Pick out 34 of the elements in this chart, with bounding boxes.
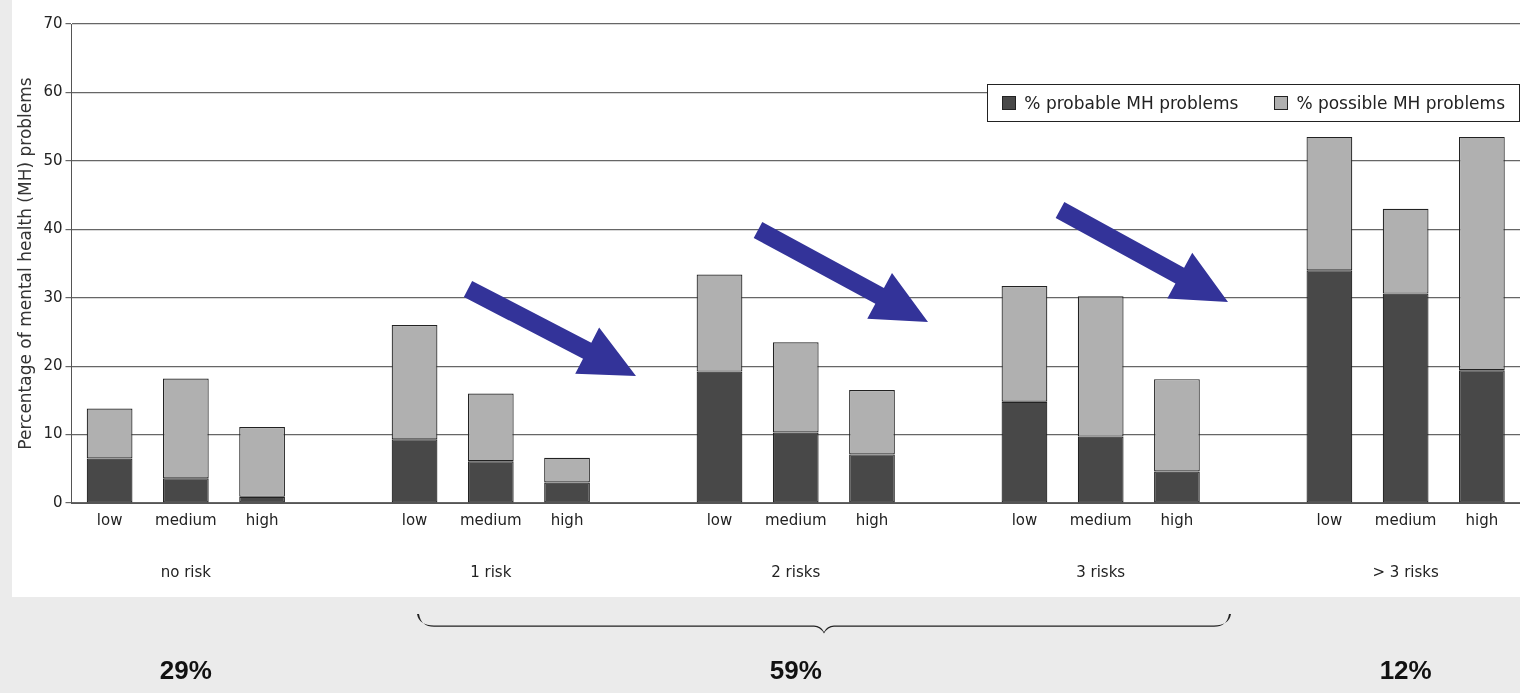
- y-tick-label: 10: [43, 424, 63, 443]
- text: 3 risks: [1076, 562, 1126, 581]
- text: 29%: [159, 655, 212, 686]
- y-tick-label: 30: [43, 287, 63, 306]
- y-tick-label: 60: [43, 82, 63, 101]
- legend-label: % probable MH problems: [1024, 93, 1239, 113]
- x-tick-label: low: [401, 510, 428, 529]
- x-tick-label: high: [1465, 510, 1499, 529]
- x-tick-label: low: [706, 510, 733, 529]
- x-tick-label: low: [1011, 510, 1038, 529]
- text: 2 risks: [771, 562, 821, 581]
- x-tick-label: high: [245, 510, 279, 529]
- text: 59%: [769, 655, 822, 686]
- x-tick-label: medium: [764, 510, 827, 529]
- x-tick-label: low: [96, 510, 123, 529]
- x-tick-label: low: [1316, 510, 1343, 529]
- y-tick-label: 20: [43, 356, 63, 375]
- x-tick-label: medium: [459, 510, 522, 529]
- x-tick-label: high: [1160, 510, 1194, 529]
- x-tick-label: medium: [1374, 510, 1437, 529]
- y-axis-title: Percentage of mental health (MH) problems: [14, 77, 35, 450]
- y-tick-label: 50: [43, 150, 63, 169]
- y-tick-label: 40: [43, 219, 63, 238]
- y-tick-label: 70: [43, 13, 63, 32]
- x-tick-label: medium: [1069, 510, 1132, 529]
- text: 1 risk: [470, 562, 512, 581]
- x-tick-label: high: [550, 510, 584, 529]
- x-tick-label: high: [855, 510, 889, 529]
- text: > 3 risks: [1372, 562, 1439, 581]
- text: no risk: [160, 562, 212, 581]
- y-tick-label: 0: [52, 492, 63, 511]
- legend-label: % possible MH problems: [1296, 93, 1505, 113]
- text: 12%: [1379, 655, 1432, 686]
- x-tick-label: medium: [155, 510, 217, 529]
